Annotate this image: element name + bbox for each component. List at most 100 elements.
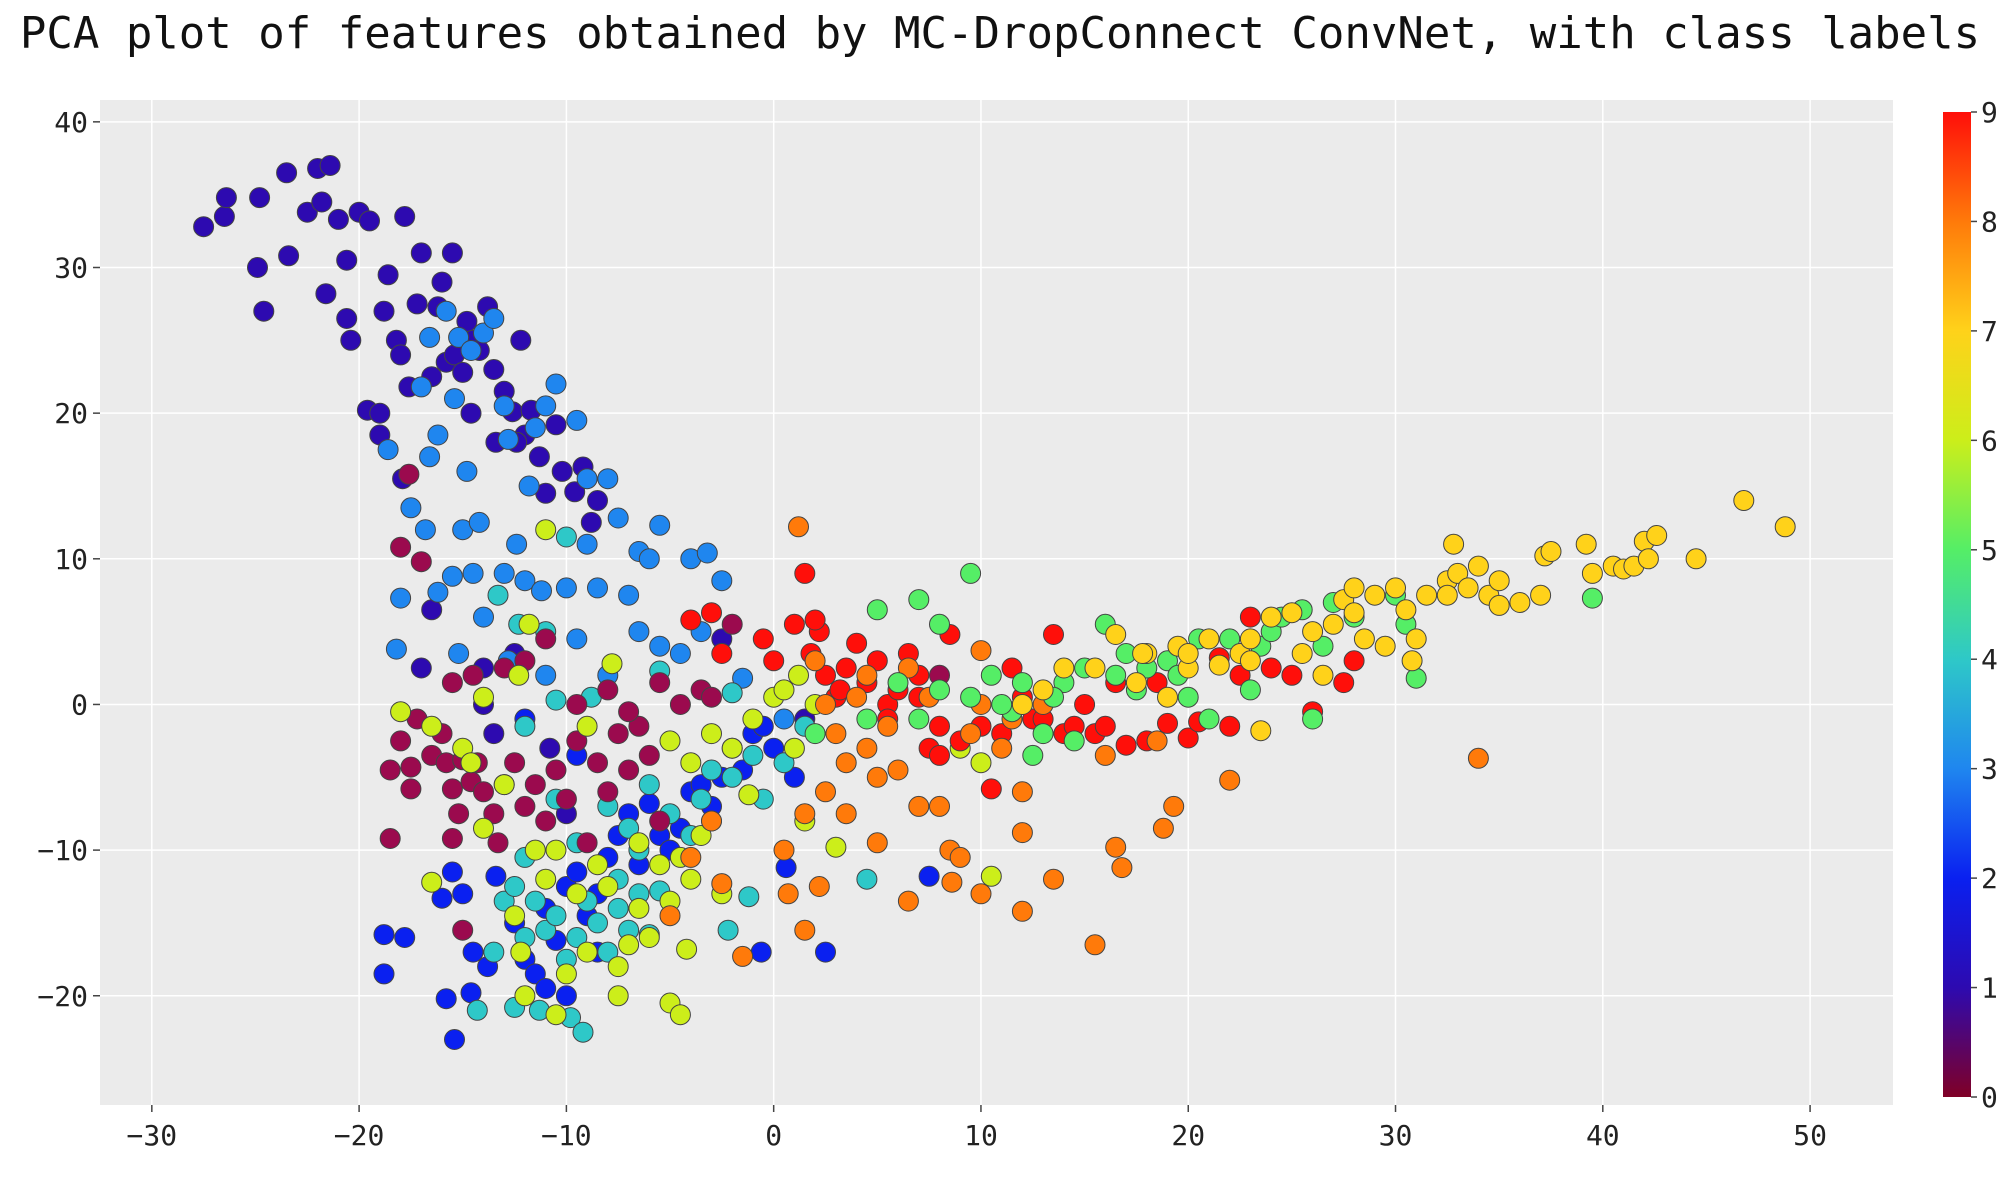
data-point <box>400 497 422 519</box>
data-point <box>572 1021 594 1043</box>
data-point <box>835 752 857 774</box>
data-point <box>390 701 412 723</box>
data-point <box>473 781 494 803</box>
data-point <box>1646 525 1668 546</box>
data-point <box>866 650 888 672</box>
data-point <box>359 210 380 232</box>
data-point <box>1152 817 1174 839</box>
data-point <box>597 941 619 963</box>
data-point <box>427 424 449 446</box>
data-point <box>551 460 573 482</box>
data-point <box>1291 643 1313 664</box>
data-point <box>1125 672 1147 694</box>
data-point <box>701 723 722 745</box>
data-point <box>456 460 478 482</box>
data-point <box>1774 516 1796 538</box>
data-point <box>1111 857 1133 879</box>
data-point <box>493 395 515 417</box>
data-point <box>1043 868 1064 890</box>
data-point <box>856 868 878 890</box>
data-point <box>649 635 671 657</box>
data-point <box>866 766 888 788</box>
data-point <box>970 752 992 774</box>
data-point <box>1436 584 1458 606</box>
data-point <box>390 587 412 609</box>
data-point <box>960 562 982 584</box>
data-point <box>566 861 588 883</box>
data-point <box>452 919 474 941</box>
data-point <box>1250 720 1272 742</box>
data-point <box>1374 635 1396 657</box>
data-point <box>555 788 577 810</box>
data-point <box>460 402 482 424</box>
colorbar: 0 1 2 3 4 5 6 7 8 9 <box>1943 96 1998 1114</box>
data-point <box>804 723 826 745</box>
y-tick-label: 40 <box>54 106 88 139</box>
data-point <box>970 883 992 905</box>
data-point <box>763 650 785 672</box>
data-point <box>815 781 836 803</box>
data-point <box>510 941 532 963</box>
data-point <box>441 828 463 849</box>
data-point <box>483 803 505 825</box>
data-point <box>460 752 482 774</box>
data-point <box>732 667 754 689</box>
data-point <box>493 562 515 584</box>
data-point <box>788 664 809 686</box>
data-point <box>398 463 420 485</box>
data-point <box>1467 747 1489 769</box>
data-point <box>597 781 619 803</box>
y-tick-label: 20 <box>54 397 88 430</box>
data-point <box>638 744 660 766</box>
data-point <box>448 326 470 348</box>
data-point <box>483 359 505 380</box>
data-point <box>1011 822 1033 844</box>
data-point <box>493 774 515 796</box>
data-point <box>336 308 358 329</box>
data-point <box>379 759 401 781</box>
data-point <box>394 927 416 948</box>
data-point <box>1333 672 1355 694</box>
data-point <box>1198 628 1220 650</box>
data-point <box>215 187 237 209</box>
data-point <box>638 793 660 814</box>
data-point <box>887 759 909 781</box>
data-point <box>1260 606 1282 628</box>
data-point <box>846 632 868 654</box>
data-point <box>659 905 681 927</box>
data-point <box>1488 570 1510 592</box>
data-point <box>452 361 474 383</box>
data-point <box>597 468 619 490</box>
data-point <box>421 715 443 737</box>
data-point <box>278 245 300 267</box>
data-point <box>680 868 702 890</box>
data-point <box>815 664 836 686</box>
data-point <box>980 778 1002 800</box>
grid-lines <box>100 100 1893 1105</box>
data-point <box>528 446 550 468</box>
data-point <box>444 388 465 410</box>
data-point <box>1105 624 1127 645</box>
data-point <box>1208 654 1230 676</box>
data-point <box>545 373 567 395</box>
data-point <box>535 519 557 541</box>
data-point <box>701 686 722 708</box>
data-point <box>587 490 608 511</box>
data-point <box>555 963 577 985</box>
data-point <box>887 672 909 694</box>
data-point <box>193 216 215 238</box>
data-point <box>319 155 341 176</box>
data-point <box>1581 587 1603 609</box>
data-point <box>419 446 441 468</box>
data-point <box>773 679 795 701</box>
data-point <box>980 664 1002 686</box>
data-point <box>866 599 888 621</box>
x-tick-label: 40 <box>1586 1119 1620 1152</box>
data-point <box>918 865 940 887</box>
data-point <box>444 1029 465 1050</box>
data-point <box>410 242 432 264</box>
data-point <box>487 584 509 606</box>
data-point <box>804 650 826 672</box>
data-point <box>483 308 505 329</box>
